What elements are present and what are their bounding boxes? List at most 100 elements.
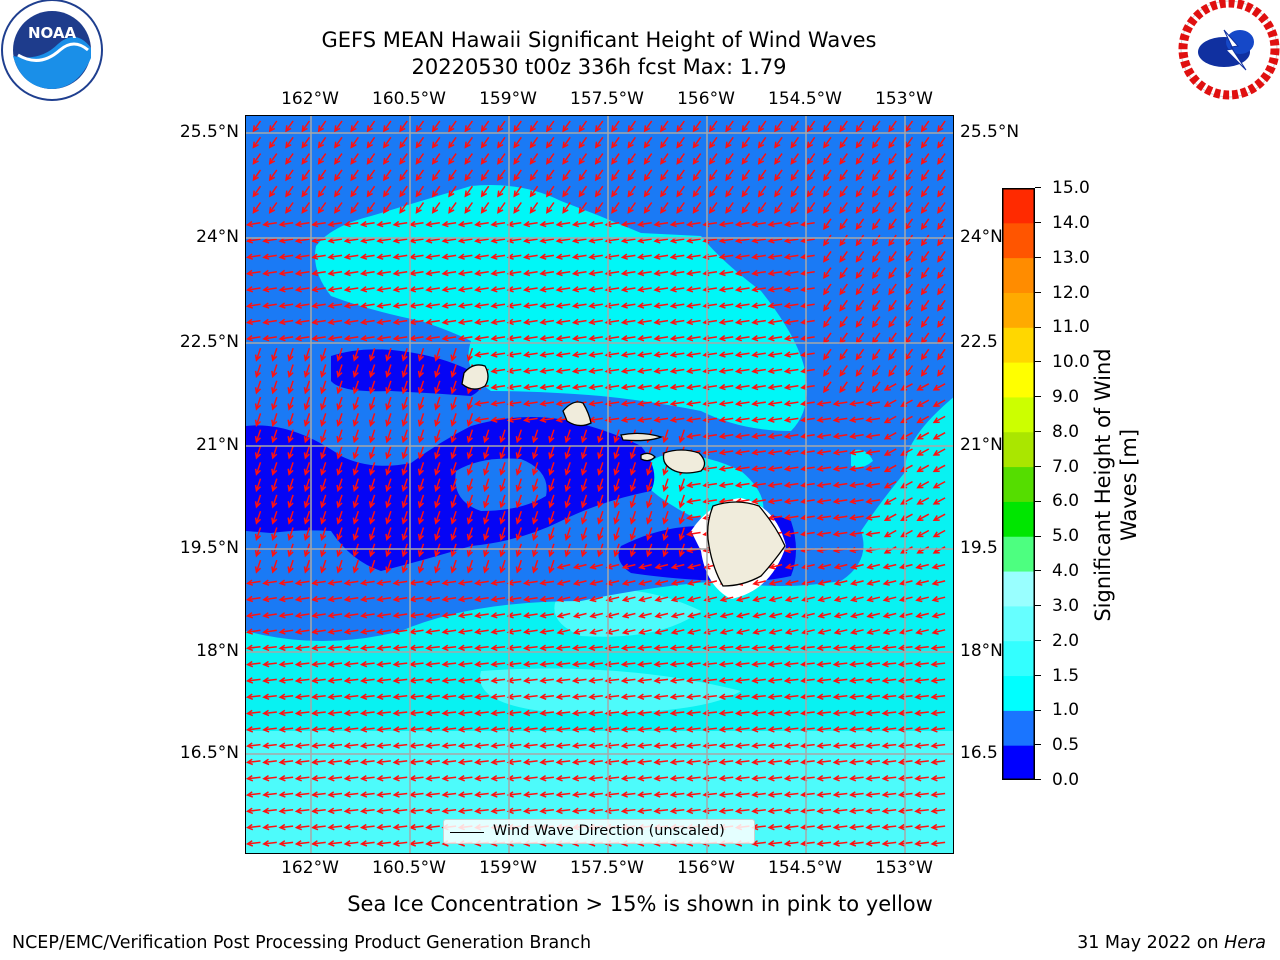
wind-wave-arrow [833, 579, 848, 586]
wind-wave-arrow [490, 726, 506, 733]
wind-wave-arrow [920, 120, 930, 133]
wind-wave-arrow [685, 432, 701, 440]
wind-wave-arrow [539, 677, 554, 684]
wind-wave-arrow [294, 791, 310, 798]
wind-wave-arrow [271, 445, 278, 460]
wind-wave-arrow [327, 220, 343, 228]
wind-wave-arrow [897, 709, 913, 717]
wind-wave-arrow [783, 709, 799, 717]
wind-wave-arrow [564, 494, 571, 509]
wind-wave-arrow [556, 595, 571, 603]
wind-wave-arrow [562, 169, 571, 182]
wind-wave-arrow [783, 318, 799, 326]
wind-wave-arrow [434, 380, 441, 395]
wind-wave-arrow [931, 579, 946, 586]
wind-wave-arrow [425, 579, 440, 586]
wind-wave-arrow [816, 432, 832, 440]
wind-wave-arrow [866, 579, 881, 586]
wind-wave-arrow [800, 497, 815, 505]
wind-wave-arrow [646, 510, 653, 525]
wind-wave-arrow [580, 462, 588, 476]
wind-wave-arrow [653, 774, 669, 782]
wind-wave-arrow [506, 660, 522, 668]
wind-wave-arrow [425, 726, 440, 733]
wind-wave-arrow [271, 527, 278, 542]
wind-wave-arrow [654, 628, 669, 635]
wind-wave-arrow [708, 169, 718, 182]
wind-wave-arrow [790, 185, 800, 198]
wind-wave-arrow [588, 237, 603, 244]
wind-wave-arrow [800, 758, 815, 766]
wind-wave-arrow [931, 595, 946, 603]
wind-wave-arrow [784, 579, 799, 586]
wind-wave-arrow [670, 579, 685, 586]
wind-wave-arrow [539, 367, 555, 375]
wind-wave-arrow [571, 709, 587, 717]
lon-label-bottom: 156°W [677, 858, 735, 878]
wind-wave-arrow [768, 579, 783, 586]
wind-wave-arrow [578, 136, 588, 149]
wind-wave-arrow [425, 286, 440, 293]
wind-wave-arrow [823, 202, 832, 214]
lon-label-bottom: 162°W [281, 858, 339, 878]
wind-wave-arrow [352, 413, 360, 427]
wind-wave-arrow [303, 559, 311, 574]
wind-wave-arrow [734, 302, 750, 309]
wind-wave-arrow [392, 823, 408, 831]
wind-wave-arrow [278, 269, 294, 277]
map-panel[interactable] [245, 115, 954, 854]
wind-wave-arrow [871, 299, 881, 312]
wind-wave-arrow [920, 169, 930, 182]
wind-wave-arrow [866, 595, 881, 603]
wind-wave-arrow [320, 494, 327, 509]
wind-wave-arrow [897, 677, 913, 684]
wind-wave-arrow [562, 185, 571, 198]
wind-wave-arrow [317, 136, 327, 149]
wind-wave-arrow [662, 478, 669, 493]
wind-wave-arrow [434, 478, 441, 493]
lat-label-right: 25.5°N [960, 122, 1020, 142]
wind-wave-arrow [457, 253, 473, 260]
wind-wave-arrow [474, 334, 489, 342]
wind-wave-arrow [751, 449, 766, 456]
wind-wave-arrow [450, 527, 457, 542]
wind-wave-arrow [653, 416, 669, 423]
wind-wave-arrow [564, 478, 571, 493]
wind-wave-arrow [783, 530, 799, 538]
wind-wave-arrow [385, 396, 392, 411]
wind-wave-arrow [262, 318, 277, 326]
wind-wave-arrow [767, 237, 783, 244]
wind-wave-arrow [474, 709, 489, 717]
wind-wave-arrow [401, 380, 408, 395]
wind-wave-arrow [457, 791, 473, 798]
wind-wave-arrow [580, 543, 588, 558]
wind-wave-arrow [833, 612, 848, 619]
wind-wave-arrow [653, 367, 669, 375]
wind-wave-arrow [457, 660, 473, 668]
wind-wave-arrow [751, 807, 766, 815]
wind-wave-arrow [920, 202, 930, 214]
wind-wave-arrow [768, 563, 783, 570]
wind-wave-arrow [254, 445, 262, 460]
wind-wave-arrow [254, 494, 262, 509]
wind-wave-arrow [555, 807, 571, 815]
wind-wave-arrow [855, 120, 865, 133]
wind-wave-arrow [415, 136, 425, 149]
wind-wave-arrow [499, 462, 506, 476]
wind-wave-arrow [450, 396, 457, 411]
colorbar-band [1002, 536, 1035, 572]
wind-wave-arrow [529, 153, 539, 165]
wind-wave-arrow [816, 840, 832, 847]
wind-wave-arrow [434, 396, 441, 411]
wind-wave-arrow [883, 415, 897, 424]
wind-wave-arrow [865, 514, 881, 521]
wind-wave-arrow [294, 237, 310, 244]
wind-wave-arrow [450, 364, 457, 379]
wind-wave-arrow [669, 269, 685, 277]
wind-wave-arrow [327, 791, 343, 798]
wind-wave-arrow [392, 709, 408, 717]
wind-wave-arrow [800, 742, 815, 749]
wind-wave-arrow [580, 494, 588, 509]
wind-wave-arrow [848, 530, 864, 538]
wind-wave-arrow [368, 396, 376, 411]
